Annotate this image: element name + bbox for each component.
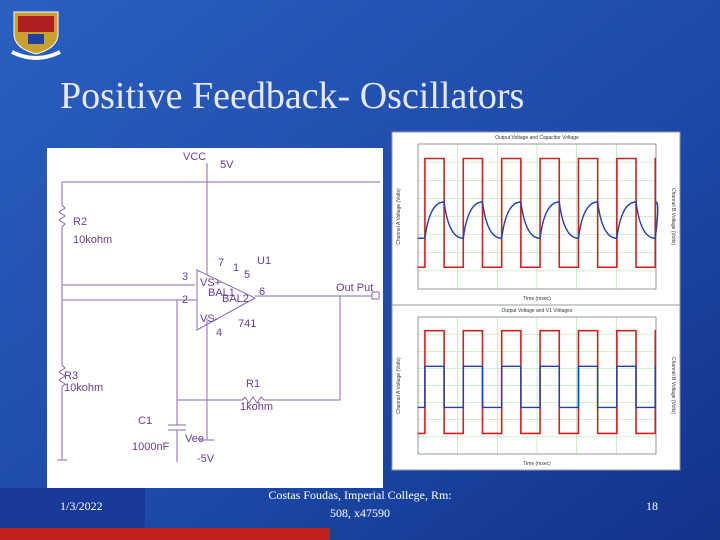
- circuit-label: 5V: [220, 159, 234, 171]
- circuit-label: 1: [233, 262, 239, 274]
- circuit-label: 7: [218, 257, 224, 269]
- circuit-label: 10kohm: [73, 234, 112, 246]
- y2-axis-label: Channel B Voltage (Volts): [670, 357, 676, 414]
- y-axis-label: Channel A Voltage (Volts): [396, 188, 402, 245]
- footer-band: [0, 488, 145, 528]
- footer-text: Costas Foudas, Imperial College, Rm:: [268, 488, 451, 502]
- circuit-label: Out Put: [336, 282, 373, 294]
- footer-stripe: [0, 528, 330, 540]
- plot-background: [391, 304, 681, 471]
- capacitor-wave: [418, 201, 659, 239]
- footer-text: 508, x47590: [330, 506, 390, 520]
- footer-date: 1/3/2022: [60, 499, 103, 513]
- circuit-label: C1: [138, 415, 152, 427]
- circuit-label: 1000nF: [132, 441, 170, 453]
- x-axis-label: Time (msec): [523, 461, 551, 467]
- circuit-label: VS+: [200, 277, 221, 289]
- output-wave: [418, 157, 657, 269]
- x-axis-label: Time (msec): [523, 296, 551, 302]
- circuit-label: BAL1: [208, 287, 235, 299]
- slide-title: Positive Feedback- Oscillators: [60, 75, 524, 117]
- circuit-label: VS-: [200, 313, 219, 325]
- circuit-label: 6: [259, 286, 265, 298]
- circuit-label: R1: [246, 378, 260, 390]
- circuit-label: 1kohm: [240, 401, 273, 413]
- circuit-label: BAL2: [222, 293, 249, 305]
- circuit-label: -5V: [197, 453, 215, 465]
- plot: Output Voltage and V1 Voltages Time (msec…: [391, 304, 681, 471]
- y-axis-label: Channel A Voltage (Volts): [396, 357, 402, 414]
- circuit-label: 741: [238, 318, 256, 330]
- circuit-label: R3: [64, 370, 78, 382]
- circuit-label: 5: [244, 269, 250, 281]
- circuit-label: 4: [216, 327, 222, 339]
- plot-background: [391, 131, 681, 306]
- capacitor-wave: [418, 365, 656, 409]
- plot-title: Output Voltage and Capacitor Voltage: [495, 135, 579, 141]
- plot-title: Output Voltage and V1 Voltages: [502, 308, 573, 314]
- y2-axis-label: Channel B Voltage (Volts): [670, 188, 676, 245]
- page-number: 18: [646, 499, 658, 513]
- circuit-label: 3: [182, 271, 188, 283]
- circuit-label: Vee: [185, 433, 204, 445]
- circuit-label: U1: [257, 255, 271, 267]
- circuit-label: 10kohm: [64, 382, 103, 394]
- plot: Output Voltage and Capacitor Voltage Time…: [391, 131, 681, 306]
- circuit-label: R2: [73, 216, 87, 228]
- logo: [11, 11, 61, 60]
- circuit-label: 2: [182, 294, 188, 306]
- circuit-label: VCC: [183, 151, 206, 163]
